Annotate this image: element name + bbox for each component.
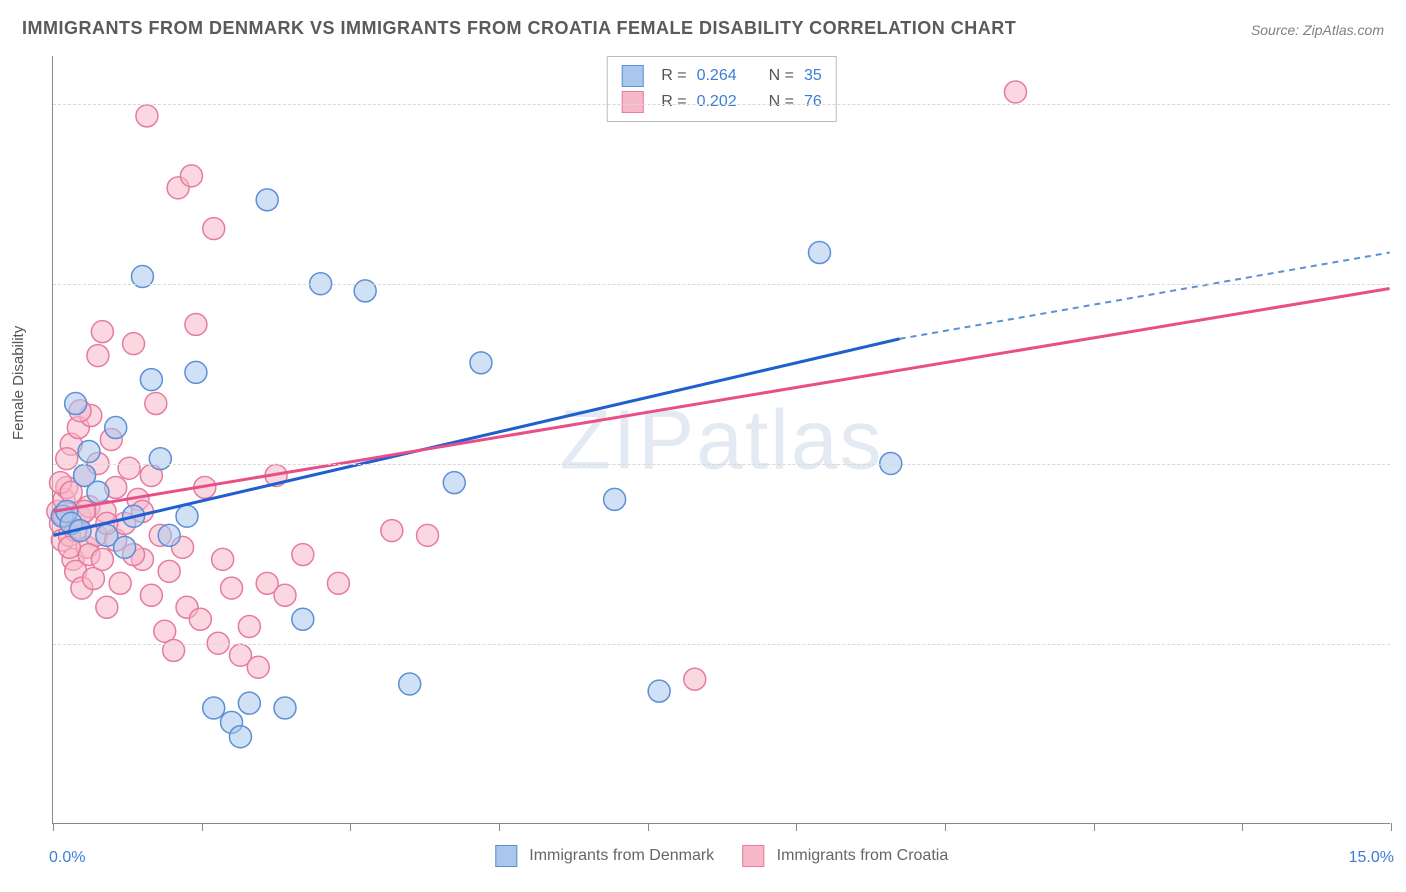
swatch-croatia (621, 91, 643, 113)
chart-title: IMMIGRANTS FROM DENMARK VS IMMIGRANTS FR… (22, 18, 1016, 39)
legend-item-croatia: Immigrants from Croatia (742, 845, 948, 867)
source-label: Source: ZipAtlas.com (1251, 22, 1384, 38)
y-axis-label: Female Disability (10, 326, 27, 440)
swatch-croatia-icon (742, 845, 764, 867)
series-legend: Immigrants from Denmark Immigrants from … (495, 845, 948, 867)
chart-container: IMMIGRANTS FROM DENMARK VS IMMIGRANTS FR… (0, 0, 1406, 892)
scatter-plot (53, 56, 1390, 823)
correlation-legend: R = 0.264 N = 35 R = 0.202 N = 76 (606, 56, 837, 122)
legend-item-denmark: Immigrants from Denmark (495, 845, 714, 867)
swatch-denmark-icon (495, 845, 517, 867)
swatch-denmark (621, 65, 643, 87)
legend-row-denmark: R = 0.264 N = 35 (621, 63, 822, 89)
legend-row-croatia: R = 0.202 N = 76 (621, 89, 822, 115)
chart-area: ZIPatlas R = 0.264 N = 35 R = 0.202 N = … (52, 56, 1390, 824)
